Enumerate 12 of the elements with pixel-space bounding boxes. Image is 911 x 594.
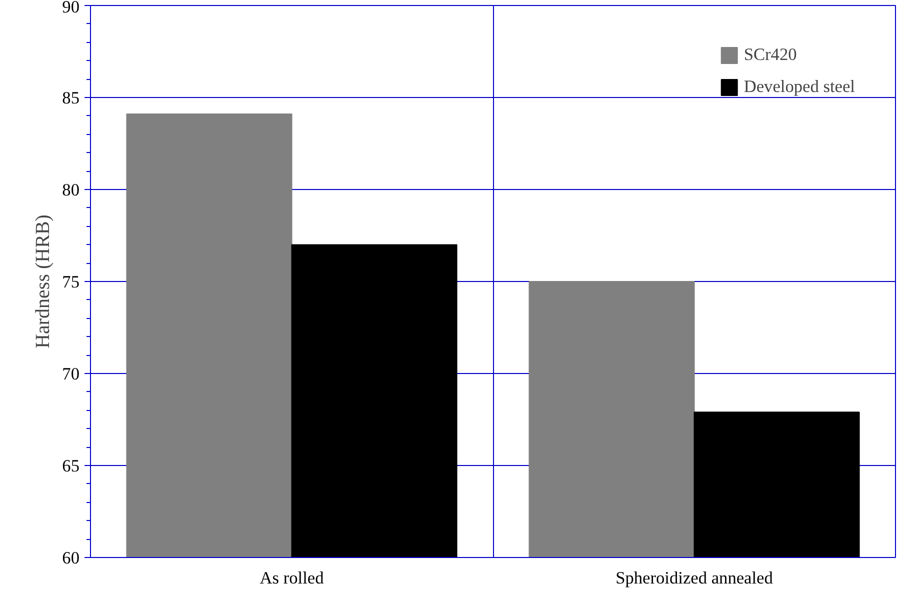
y-tick-label: 85 xyxy=(62,88,80,108)
legend-label: SCr420 xyxy=(744,45,797,65)
y-tick-label: 75 xyxy=(62,272,80,292)
y-tick-label: 90 xyxy=(62,0,80,16)
y-tick-label: 65 xyxy=(62,456,80,476)
y-tick-label: 70 xyxy=(62,364,80,384)
y-tick-label: 60 xyxy=(62,548,80,568)
y-tick-label: 80 xyxy=(62,180,80,200)
x-tick-label: As rolled xyxy=(260,568,324,588)
y-axis-title: Hardness (HRB) xyxy=(32,214,54,348)
legend-label: Developed steel xyxy=(744,77,855,97)
x-tick-label: Spheroidized annealed xyxy=(616,568,774,588)
